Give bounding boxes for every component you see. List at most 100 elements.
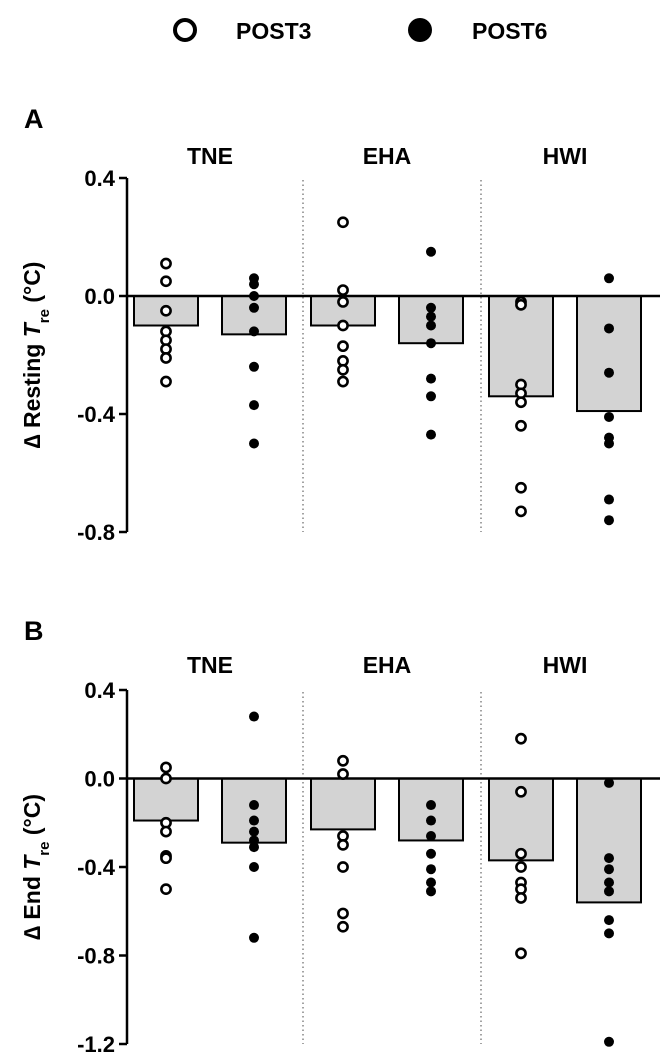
point-a-post3-tne-1	[160, 275, 172, 288]
point-a-post3-hwi-4	[515, 396, 527, 409]
point-b-post6-hwi-4	[604, 886, 614, 897]
point-b-post3-hwi-6	[515, 892, 527, 904]
point-a-post3-hwi-5	[515, 419, 527, 432]
panel-label-a: A	[24, 104, 44, 134]
y-tick-label-a-1: 0.0	[84, 284, 115, 309]
point-a-post6-tne-4	[249, 326, 259, 337]
point-b-post6-hwi-7	[604, 1036, 614, 1047]
point-b-post3-hwi-1	[515, 785, 527, 798]
y-tick-label-b-1: 0.0	[84, 767, 115, 792]
point-a-post3-hwi-7	[515, 505, 527, 518]
point-a-post6-eha-3	[426, 320, 436, 331]
point-a-post6-hwi-3	[604, 411, 614, 422]
point-b-post6-eha-1	[426, 815, 436, 826]
point-b-post6-eha-3	[426, 848, 436, 859]
y-axis-label-a: ∆ Resting Tre (°C)	[19, 262, 53, 449]
point-a-post3-eha-4	[337, 340, 349, 353]
point-b-post3-tne-5	[160, 852, 172, 865]
y-axis-label-b: ∆ End Tre (°C)	[19, 794, 53, 940]
point-b-post3-eha-1	[337, 768, 349, 780]
legend-marker-post6	[408, 18, 432, 42]
point-b-post3-eha-3	[337, 838, 349, 851]
point-b-post3-tne-1	[160, 772, 172, 785]
point-b-post6-hwi-1	[604, 853, 614, 864]
y-tick-label-b-0: 0.4	[84, 678, 115, 703]
point-a-post6-hwi-1	[604, 323, 614, 334]
point-a-post6-tne-6	[249, 400, 259, 411]
y-axis-label-sub-b: re	[36, 841, 53, 855]
y-axis-label-prefix-a: ∆ Resting	[19, 337, 45, 448]
point-a-post3-hwi-1	[515, 298, 527, 311]
y-axis-label-prefix-b: ∆ End	[19, 870, 45, 940]
point-a-post6-tne-2	[249, 291, 259, 301]
y-axis-label-suffix-a: (°C)	[19, 262, 45, 310]
point-b-post6-tne-1	[249, 800, 259, 811]
y-tick-label-b-4: -1.2	[77, 1032, 115, 1054]
point-a-post3-eha-3	[337, 319, 349, 332]
point-b-post6-eha-4	[426, 864, 436, 875]
point-b-post3-tne-6	[160, 883, 172, 896]
y-axis-label-suffix-b: (°C)	[19, 794, 45, 842]
point-b-post6-hwi-5	[604, 915, 614, 926]
y-tick-label-a-2: -0.4	[77, 402, 116, 427]
point-a-post6-eha-5	[426, 373, 436, 384]
point-b-post6-eha-0	[426, 800, 436, 811]
point-b-post3-eha-4	[337, 861, 349, 873]
point-a-post6-tne-3	[249, 302, 259, 313]
point-b-post6-eha-6	[426, 886, 436, 897]
point-b-post6-eha-5	[426, 877, 436, 888]
point-a-post6-tne-1	[249, 279, 259, 290]
point-a-post3-eha-6	[337, 363, 349, 376]
point-a-post3-eha-2	[337, 295, 349, 308]
point-b-post6-hwi-0	[604, 777, 614, 788]
point-b-post6-tne-2	[249, 815, 259, 826]
category-label-b-tne: TNE	[187, 652, 233, 678]
point-b-post3-eha-5	[337, 907, 349, 920]
point-b-post6-tne-3	[249, 826, 259, 837]
point-a-post3-eha-1	[337, 284, 349, 296]
point-a-post6-hwi-2	[604, 367, 614, 378]
point-a-post3-eha-7	[337, 375, 349, 388]
point-b-post3-hwi-7	[515, 947, 527, 960]
panel-label-b: B	[24, 616, 44, 646]
point-a-post6-tne-7	[249, 438, 259, 449]
point-a-post6-eha-2	[426, 311, 436, 322]
point-a-post3-tne-6	[160, 352, 172, 364]
point-a-post6-hwi-6	[604, 494, 614, 505]
point-b-post6-tne-0	[249, 711, 259, 722]
point-a-post6-hwi-5	[604, 438, 614, 449]
point-b-post6-hwi-2	[604, 864, 614, 875]
point-b-post3-tne-3	[160, 825, 172, 838]
point-b-post6-hwi-3	[604, 877, 614, 888]
category-label-a-hwi: HWI	[543, 143, 588, 169]
point-a-post6-eha-0	[426, 246, 436, 257]
point-b-post6-eha-2	[426, 831, 436, 842]
y-tick-label-b-2: -0.4	[77, 855, 116, 880]
point-b-post6-hwi-6	[604, 928, 614, 939]
point-b-post6-tne-6	[249, 862, 259, 872]
point-a-post6-hwi-7	[604, 515, 614, 526]
legend-label-post6: POST6	[472, 18, 547, 44]
point-a-post3-hwi-6	[515, 481, 527, 494]
point-a-post6-tne-5	[249, 361, 259, 372]
category-label-a-tne: TNE	[187, 143, 233, 169]
point-b-post3-hwi-0	[515, 732, 527, 745]
point-b-post3-hwi-2	[515, 847, 527, 860]
point-a-post6-eha-4	[426, 338, 436, 349]
legend-marker-post3	[173, 18, 197, 42]
y-tick-label-a-0: 0.4	[84, 166, 115, 191]
point-b-post3-eha-0	[337, 754, 349, 767]
point-b-post6-tne-7	[249, 932, 259, 943]
y-tick-label-b-3: -0.8	[77, 944, 115, 969]
y-axis-label-var-a: T	[19, 321, 45, 337]
point-b-post6-tne-5	[249, 842, 259, 853]
bar-b-post3-eha	[310, 777, 376, 831]
point-a-post6-hwi-0	[604, 273, 614, 284]
category-label-b-eha: EHA	[363, 652, 412, 678]
y-axis-label-var-b: T	[19, 854, 45, 870]
point-a-post3-tne-0	[160, 257, 172, 270]
bar-b-post3-tne	[133, 777, 199, 822]
point-a-post3-tne-2	[160, 304, 172, 317]
